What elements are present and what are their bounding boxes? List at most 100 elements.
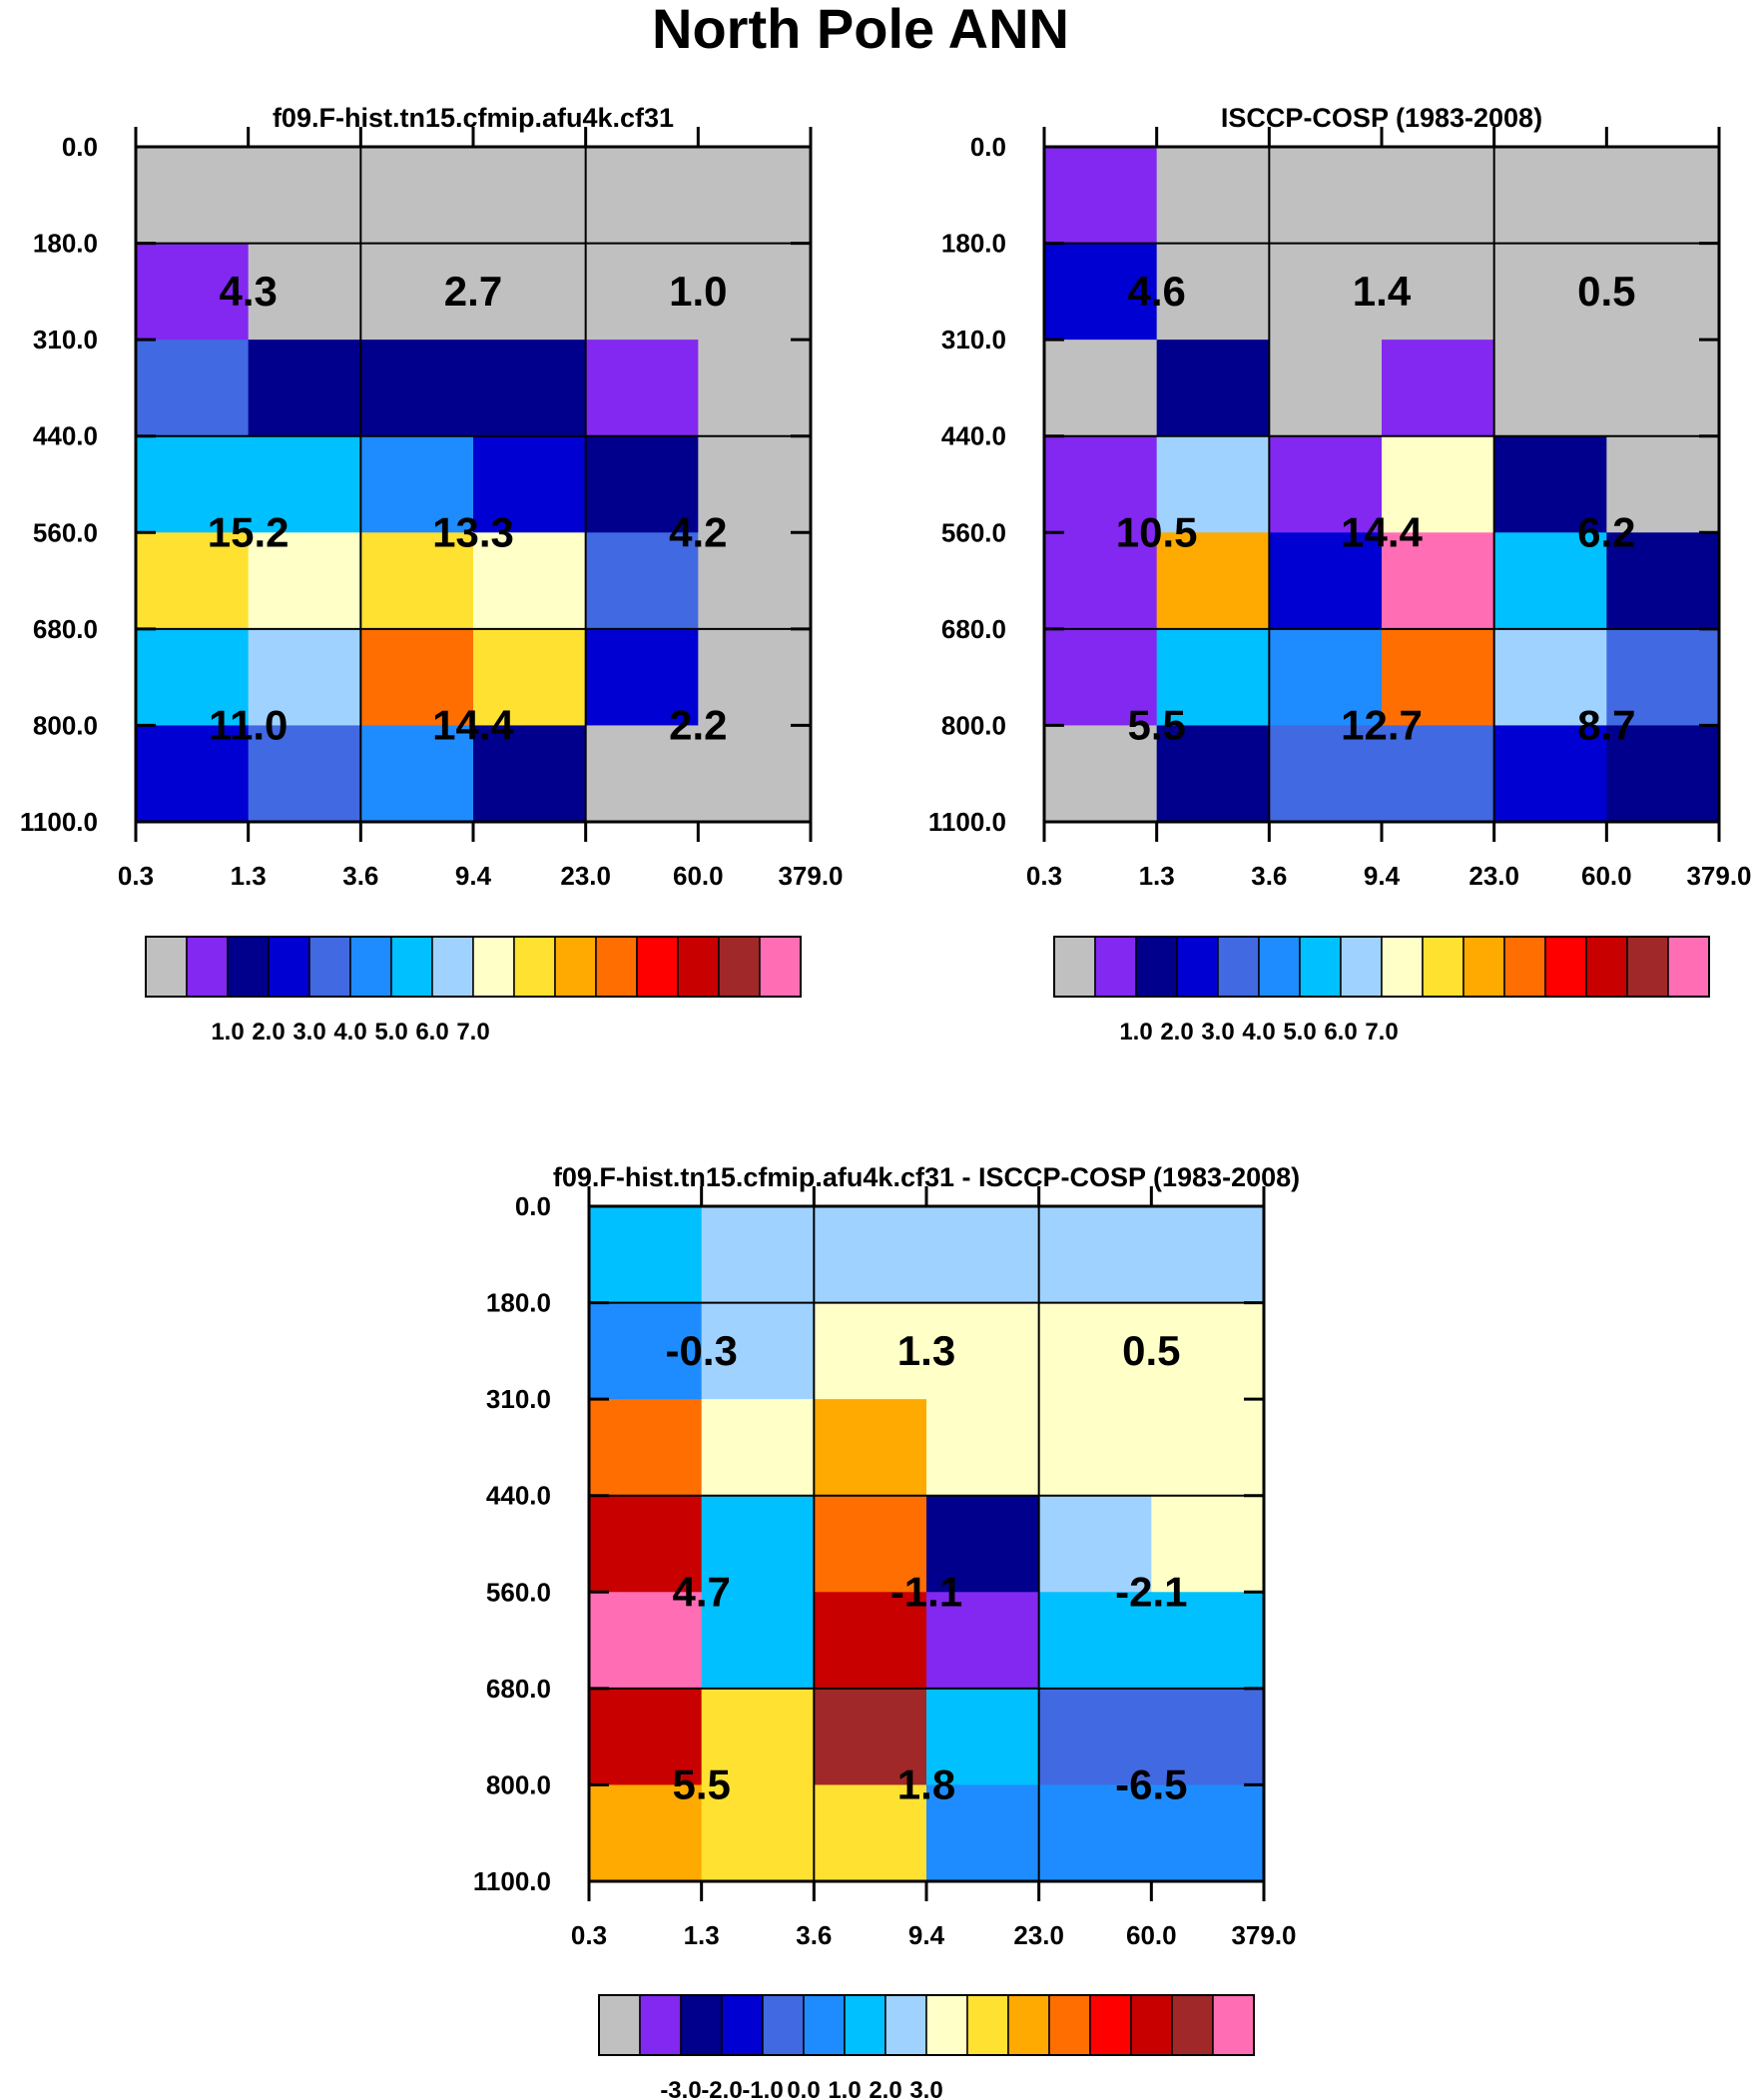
heatmap-cell <box>1606 532 1720 630</box>
x-tick-label: 0.3 <box>571 1920 607 1950</box>
heatmap-cell <box>360 628 474 727</box>
heatmap-cell <box>1038 1302 1152 1400</box>
colorbar-box <box>1381 936 1424 998</box>
heatmap-cell <box>1151 1592 1265 1690</box>
heatmap-cell <box>248 147 361 245</box>
heatmap-cell <box>1382 340 1495 437</box>
heatmap-cell <box>814 1592 927 1690</box>
heatmap-cell <box>473 435 587 533</box>
colorbar-tick-label: -2.0 <box>701 2077 742 2100</box>
colorbar-box <box>639 1994 682 2056</box>
y-tick-label: 440.0 <box>486 1481 551 1511</box>
heatmap-cell <box>701 1784 815 1882</box>
heatmap-cell <box>1044 435 1158 533</box>
colorbar-box <box>1258 936 1301 998</box>
heatmap-cell <box>1269 532 1383 630</box>
heatmap-cell <box>360 243 474 341</box>
colorbar-box <box>759 936 802 998</box>
cell-value-label: 11.0 <box>209 701 288 748</box>
heatmap-cell <box>926 1688 1040 1786</box>
heatmap-panel-2: ISCCP-COSP (1983-2008)0.0180.0310.0440.0… <box>928 103 1752 1046</box>
heatmap-cell <box>814 1495 927 1593</box>
cell-value-label: 4.7 <box>672 1568 730 1615</box>
heatmap-cell <box>1156 532 1270 630</box>
x-tick-label: 379.0 <box>1686 861 1751 891</box>
colorbar-tick-label: 4.0 <box>1242 1019 1275 1046</box>
x-tick-label: 9.4 <box>1364 861 1401 891</box>
cell-value-label: 2.7 <box>444 268 502 315</box>
heatmap-cell <box>589 1399 703 1497</box>
heatmap-cell <box>701 1495 815 1593</box>
heatmap-cell <box>473 725 587 823</box>
y-tick-label: 800.0 <box>486 1769 551 1799</box>
cell-value-label: 14.4 <box>1341 508 1423 555</box>
x-tick-label: 3.6 <box>796 1920 832 1950</box>
heatmap-cell <box>360 147 474 245</box>
heatmap-cell <box>1156 243 1270 341</box>
heatmap-cell <box>136 147 250 245</box>
cell-value-label: 5.5 <box>1127 701 1185 748</box>
y-tick-label: 440.0 <box>941 421 1006 451</box>
heatmap-cell <box>589 1784 703 1882</box>
y-tick-label: 0.0 <box>970 132 1006 162</box>
colorbar-tick-label: 6.0 <box>415 1019 448 1046</box>
colorbar-frame <box>598 1994 1255 2056</box>
colorbar-box <box>1217 936 1260 998</box>
y-tick-label: 180.0 <box>941 229 1006 259</box>
x-tick-label: 0.3 <box>1026 861 1062 891</box>
colorbar-box <box>1544 936 1587 998</box>
heatmap-cell <box>1151 1688 1265 1786</box>
heatmap-cell <box>926 1399 1040 1497</box>
heatmap-cell <box>473 628 587 727</box>
heatmap-cell <box>698 725 812 823</box>
heatmap-cell <box>360 340 474 437</box>
cell-value-label: 14.4 <box>432 701 514 748</box>
colorbar-box <box>513 936 556 998</box>
heatmap-cell <box>1269 147 1383 245</box>
colorbar-box <box>1135 936 1178 998</box>
cell-value-label: 4.6 <box>1127 268 1185 315</box>
heatmap-cell <box>1493 532 1607 630</box>
heatmap-cell <box>1493 725 1607 823</box>
heatmap-cell <box>926 1784 1040 1882</box>
heatmap-cell <box>1156 340 1270 437</box>
colorbar-box <box>1176 936 1219 998</box>
heatmap-cell <box>1044 725 1158 823</box>
colorbar-frame <box>1053 936 1710 998</box>
heatmap-cell <box>248 435 361 533</box>
heatmap-cell <box>926 1592 1040 1690</box>
colorbar-box <box>1212 1994 1255 2056</box>
heatmap-cell <box>1044 147 1158 245</box>
heatmap-cell <box>1151 1302 1265 1400</box>
colorbar-box <box>1585 936 1628 998</box>
x-tick-label: 1.3 <box>1139 861 1175 891</box>
y-tick-label: 800.0 <box>941 710 1006 740</box>
heatmap-cell <box>136 532 250 630</box>
cell-value-label: 12.7 <box>1341 701 1423 748</box>
heatmap-cell <box>1382 243 1495 341</box>
cell-value-label: 4.2 <box>669 508 727 555</box>
x-tick-label: 0.3 <box>118 861 154 891</box>
heatmap-cell <box>136 725 250 823</box>
x-tick-label: 1.3 <box>684 1920 720 1950</box>
y-tick-label: 310.0 <box>33 325 98 354</box>
colorbar-box <box>554 936 597 998</box>
colorbar-box <box>349 936 392 998</box>
colorbar-box <box>1340 936 1383 998</box>
heatmap-cell <box>1606 725 1720 823</box>
heatmap-cell <box>1044 532 1158 630</box>
colorbar-box <box>677 936 720 998</box>
heatmap-cell <box>1151 1784 1265 1882</box>
y-tick-label: 180.0 <box>486 1288 551 1318</box>
colorbar-box <box>145 936 188 998</box>
heatmap-panel-3: f09.F-hist.tn15.cfmip.afu4k.cf31 - ISCCP… <box>473 1162 1300 2100</box>
heatmap-cell <box>248 532 361 630</box>
heatmap-cell <box>1156 628 1270 727</box>
heatmap-cell <box>698 340 812 437</box>
heatmap-cell <box>585 243 699 341</box>
colorbar-tick-label: 2.0 <box>252 1019 285 1046</box>
cell-value-label: 0.5 <box>1122 1327 1180 1374</box>
heatmap-cell <box>1382 628 1495 727</box>
cell-value-label: 6.2 <box>1577 508 1635 555</box>
